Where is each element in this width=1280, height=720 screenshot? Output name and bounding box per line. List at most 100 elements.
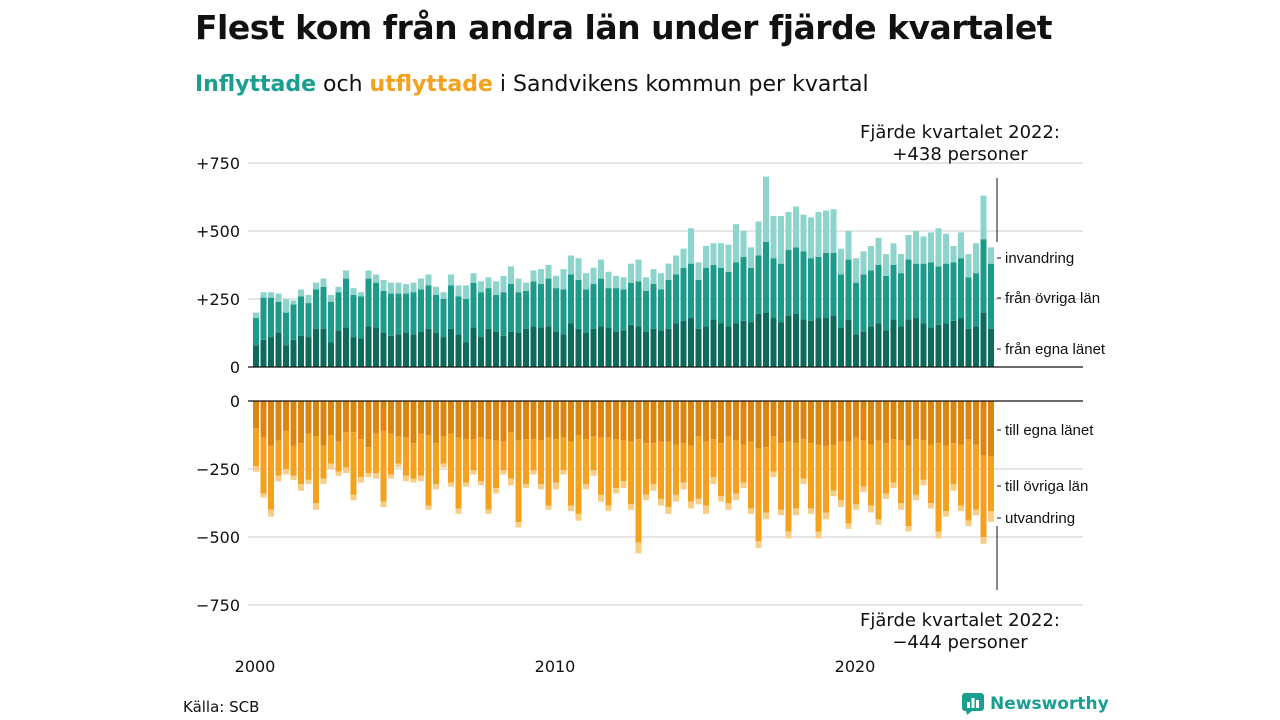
top-bar-segment xyxy=(590,267,597,285)
bottom-bar-segment xyxy=(305,433,312,480)
bottom-bar-segment xyxy=(335,441,342,472)
bottom-bar-segment xyxy=(988,456,994,512)
bottom-bar-segment xyxy=(455,437,462,509)
bottom-bar-segment xyxy=(613,401,619,440)
bottom-bar-segment xyxy=(590,436,597,471)
top-bar-segment xyxy=(395,334,402,367)
top-bar-segment xyxy=(875,323,882,367)
top-bar-segment xyxy=(425,328,432,367)
bottom-bar-segment xyxy=(448,482,454,487)
top-bar-segment xyxy=(530,281,537,327)
top-bar-segment xyxy=(883,254,889,276)
bottom-bar-segment xyxy=(545,437,552,506)
top-bar-segment xyxy=(815,318,822,367)
top-bar-segment xyxy=(515,292,522,333)
bottom-bar-segment xyxy=(305,479,312,484)
top-bar-segment xyxy=(298,289,304,297)
bottom-bar-segment xyxy=(943,511,949,517)
bottom-bar-segment xyxy=(613,488,619,494)
bottom-bar-segment xyxy=(478,401,484,438)
top-series-label: invandring xyxy=(1005,250,1074,267)
top-bar-segment xyxy=(568,323,574,367)
top-bar-segment xyxy=(973,243,979,274)
bottom-bar-segment xyxy=(973,509,979,516)
top-bar-segment xyxy=(860,251,867,275)
bottom-bar-segment xyxy=(935,443,942,532)
top-bar-segment xyxy=(890,243,897,265)
bottom-bar-segment xyxy=(883,401,889,444)
top-bar-segment xyxy=(485,288,492,329)
bottom-bar-segment xyxy=(665,401,672,442)
bottom-bar-segment xyxy=(695,498,702,505)
top-bar-segment xyxy=(755,313,762,367)
top-bar-segment xyxy=(853,282,859,335)
top-bar-segment xyxy=(808,217,814,259)
top-y-tick-label: 0 xyxy=(230,358,240,377)
bottom-bar-segment xyxy=(725,503,732,510)
bottom-bar-segment xyxy=(950,401,957,444)
bottom-bar-segment xyxy=(838,441,844,501)
top-bar-segment xyxy=(830,252,837,316)
bottom-bar-segment xyxy=(605,437,612,506)
bottom-bar-segment xyxy=(538,401,544,441)
top-bar-segment xyxy=(763,241,769,313)
top-bar-segment xyxy=(508,331,514,367)
top-bar-segment xyxy=(523,290,529,329)
top-bar-segment xyxy=(763,312,769,367)
bottom-bar-segment xyxy=(905,445,912,527)
top-bar-segment xyxy=(988,247,994,264)
top-bar-segment xyxy=(838,248,844,275)
top-bar-segment xyxy=(875,265,882,324)
bottom-bar-segment xyxy=(920,479,927,486)
top-bar-segment xyxy=(260,339,267,367)
top-bar-segment xyxy=(328,342,334,367)
top-y-tick-label: +250 xyxy=(196,290,240,309)
bottom-bar-segment xyxy=(740,482,747,489)
bottom-y-tick-label: −500 xyxy=(196,528,240,547)
bottom-series-label: till övriga län xyxy=(1005,478,1088,495)
bottom-y-tick-label: −250 xyxy=(196,460,240,479)
top-bar-segment xyxy=(853,258,859,283)
bottom-bar-segment xyxy=(830,444,837,491)
top-bar-segment xyxy=(725,244,732,272)
top-bar-segment xyxy=(733,323,739,367)
bottom-bar-segment xyxy=(868,444,874,506)
top-bar-segment xyxy=(605,288,612,328)
bottom-y-tick-label: 0 xyxy=(230,392,240,411)
bottom-bar-segment xyxy=(290,401,297,446)
top-bar-segment xyxy=(433,294,439,333)
top-bar-segment xyxy=(650,284,657,329)
bottom-bar-segment xyxy=(343,467,349,474)
bottom-bar-segment xyxy=(988,511,994,522)
bottom-bar-segment xyxy=(598,437,604,495)
top-bar-segment xyxy=(485,328,492,367)
bottom-bar-segment xyxy=(365,401,372,448)
top-bar-segment xyxy=(380,333,387,367)
bottom-bar-segment xyxy=(470,401,477,440)
top-bar-segment xyxy=(253,345,259,367)
top-bar-segment xyxy=(335,292,342,331)
bottom-bar-segment xyxy=(890,482,897,489)
top-bar-segment xyxy=(710,243,717,265)
top-bar-segment xyxy=(943,263,949,324)
bottom-bar-segment xyxy=(905,526,912,532)
bottom-bar-segment xyxy=(635,542,642,554)
top-bar-segment xyxy=(298,296,304,336)
bottom-bar-segment xyxy=(470,439,477,471)
bottom-bar-segment xyxy=(950,443,957,484)
top-bar-segment xyxy=(343,278,349,328)
top-bar-segment xyxy=(905,319,912,367)
top-bar-segment xyxy=(253,312,259,319)
bottom-bar-segment xyxy=(973,401,979,445)
top-bar-segment xyxy=(575,328,582,367)
top-bar-segment xyxy=(875,237,882,265)
bottom-bar-segment xyxy=(680,401,687,444)
bottom-bar-segment xyxy=(673,444,679,495)
top-bar-segment xyxy=(920,323,927,367)
top-bar-segment xyxy=(920,236,927,264)
top-bar-segment xyxy=(695,262,702,280)
bottom-bar-segment xyxy=(815,444,822,532)
top-bar-segment xyxy=(860,331,867,367)
top-bar-segment xyxy=(943,233,949,264)
